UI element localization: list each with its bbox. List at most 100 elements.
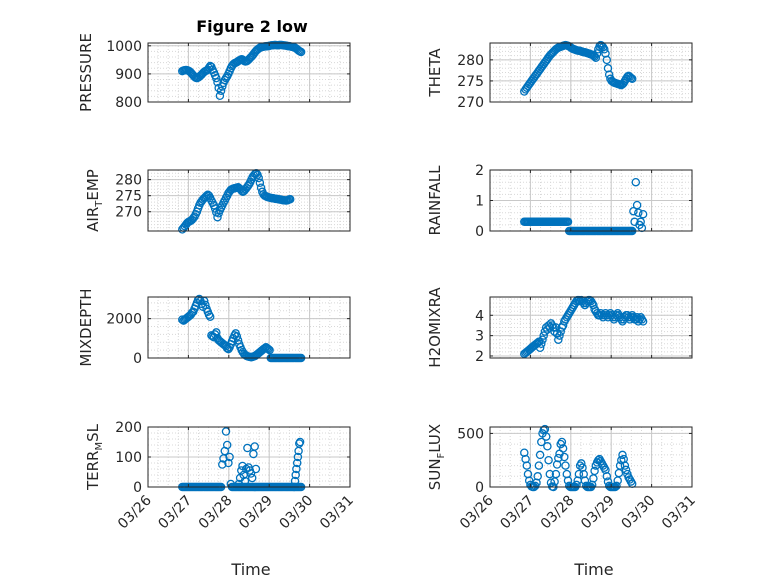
data-point	[602, 55, 612, 65]
data-point	[620, 461, 630, 470]
data-point	[632, 313, 642, 322]
data-point	[618, 450, 627, 460]
x-axis-label-right: Time	[573, 560, 613, 579]
data-point	[251, 464, 261, 474]
y-tick-label: 275	[115, 189, 142, 205]
data-point	[212, 73, 221, 83]
y-tick-label: 1	[475, 194, 484, 210]
data-point	[560, 452, 569, 462]
data-point	[537, 339, 546, 349]
axes-box	[489, 42, 693, 103]
x-axis-label-left: Time	[230, 560, 270, 579]
panel-4: 0 2000 MIXDEPTH	[77, 288, 351, 367]
data-point	[224, 458, 233, 468]
panel-0: 800 900 1000 PRESSURE	[77, 33, 351, 112]
data-point	[634, 208, 643, 217]
data-point	[213, 78, 222, 87]
data-point	[254, 173, 263, 183]
y-tick-label: 270	[457, 95, 484, 111]
data-point	[558, 444, 568, 453]
data-point	[221, 73, 231, 83]
y-tick-label: 4	[475, 308, 484, 324]
data-point	[625, 72, 635, 81]
data-point	[631, 177, 641, 187]
y-tick-label: 100	[115, 450, 142, 466]
data-point	[561, 461, 570, 470]
data-point	[577, 459, 586, 468]
x-tick-label: 03/28	[196, 493, 236, 533]
x-tick-label: 03/26	[457, 492, 497, 532]
data-point	[600, 45, 609, 54]
data-point	[533, 472, 542, 481]
y-tick-label: 500	[457, 426, 484, 442]
data-point	[615, 461, 625, 470]
x-tick-label: 03/27	[497, 493, 537, 533]
data-point	[195, 294, 204, 304]
data-point	[538, 335, 547, 344]
data-point	[555, 331, 564, 340]
data-point	[264, 344, 273, 354]
x-tick-label: 03/30	[619, 493, 659, 533]
data-point	[540, 327, 550, 336]
data-point	[295, 437, 305, 447]
panel-7: 03/26 03/27 03/28 03/29 03/30 03/31 0 500 SUNFLU…	[426, 424, 699, 533]
data-point	[627, 74, 637, 84]
y-axis-label: AIRTEMP	[84, 169, 105, 232]
x-tick-label: 03/31	[659, 493, 699, 533]
data-point	[590, 466, 599, 476]
data-point	[221, 427, 231, 436]
data-point	[522, 461, 532, 470]
data-point	[215, 91, 225, 101]
y-tick-label: 3	[475, 329, 484, 345]
data-point	[237, 466, 246, 475]
data-point	[535, 343, 545, 353]
data-point	[205, 312, 215, 321]
axes-box	[147, 169, 351, 232]
data-point	[591, 53, 601, 63]
data-point	[232, 332, 242, 341]
data-point	[246, 469, 256, 478]
data-point	[296, 47, 306, 57]
y-axis-label: RAINFALL	[426, 165, 444, 236]
data-point	[225, 452, 234, 462]
axes-box	[147, 296, 351, 359]
y-tick-label: 200	[115, 420, 142, 436]
x-tick-label: 03/31	[317, 493, 357, 533]
data-point	[572, 480, 581, 490]
data-point	[292, 464, 301, 474]
data-point	[554, 335, 563, 344]
y-tick-label: 1000	[106, 39, 142, 55]
y-tick-label: 280	[457, 53, 484, 69]
data-point	[546, 478, 556, 487]
y-axis-label: H2OMIXRA	[426, 287, 444, 368]
y-tick-label: 0	[133, 480, 142, 496]
data-point	[544, 455, 553, 465]
x-tick-label: 03/28	[538, 493, 578, 533]
data-point	[554, 453, 563, 463]
data-point	[291, 470, 300, 480]
y-tick-label: 800	[115, 95, 142, 111]
data-point	[218, 460, 227, 469]
y-tick-label: 270	[115, 205, 142, 221]
y-tick-label: 2000	[106, 312, 142, 328]
data-point	[535, 450, 545, 460]
data-point	[240, 476, 250, 486]
y-axis-label: THETA	[426, 48, 444, 98]
y-tick-label: 0	[475, 224, 484, 240]
data-point	[250, 442, 259, 451]
y-tick-label: 2	[475, 349, 484, 365]
y-tick-label: 280	[115, 173, 142, 189]
data-point	[290, 476, 300, 486]
data-point	[260, 343, 270, 353]
x-tick-label: 03/27	[155, 493, 195, 533]
data-point	[551, 469, 561, 479]
data-point	[638, 209, 648, 219]
data-point	[216, 86, 226, 96]
data-point	[265, 345, 274, 355]
data-point	[545, 469, 555, 479]
data-point	[259, 344, 268, 354]
data-point	[292, 458, 302, 468]
data-point	[224, 344, 233, 354]
